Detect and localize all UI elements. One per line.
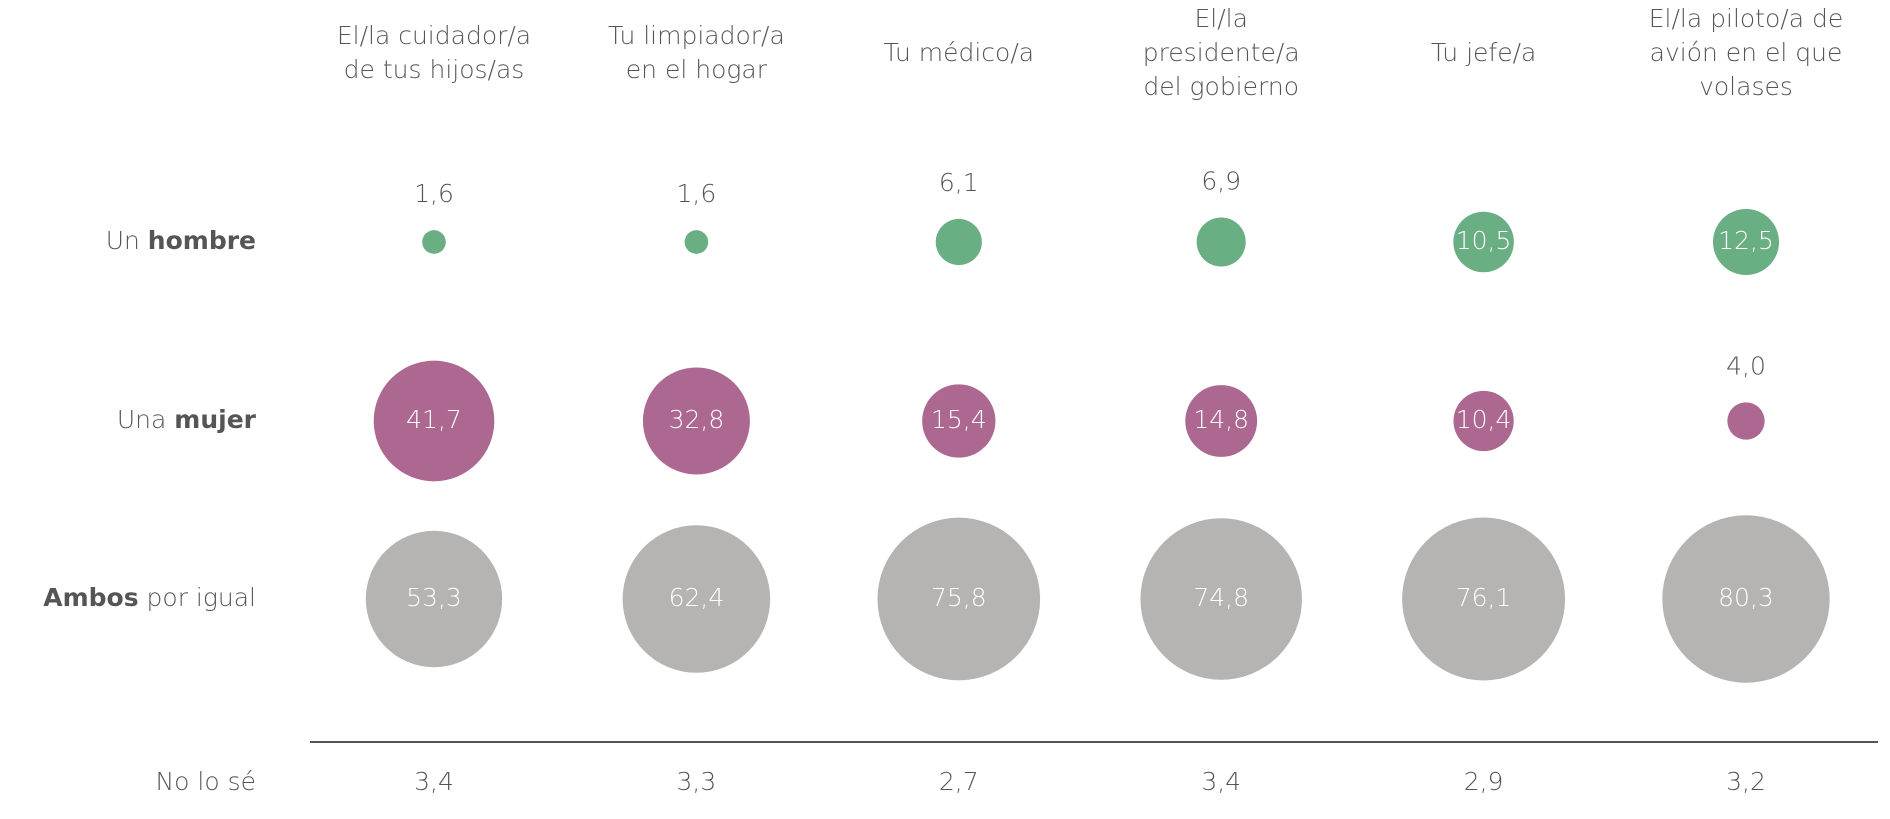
bubble xyxy=(1196,217,1246,267)
no-lo-se-value: 2,7 xyxy=(939,767,979,796)
bubble xyxy=(1402,517,1566,681)
value-label: 76,1 xyxy=(1456,583,1512,612)
row-label: Una mujer xyxy=(117,405,257,434)
value-label: 32,8 xyxy=(669,405,725,434)
column-header: volases xyxy=(1699,72,1793,101)
value-label: 1,6 xyxy=(414,179,454,208)
column-header: Tu jefe/a xyxy=(1431,38,1537,67)
bubble xyxy=(1140,518,1302,680)
no-lo-se-value: 3,3 xyxy=(677,767,717,796)
no-lo-se-value: 2,9 xyxy=(1464,767,1504,796)
row-label: Un hombre xyxy=(106,226,256,255)
bubble xyxy=(373,360,495,482)
value-label: 80,3 xyxy=(1718,583,1774,612)
bubble xyxy=(1453,390,1514,452)
value-label: 6,1 xyxy=(939,168,979,197)
bubble xyxy=(877,517,1041,681)
row-label-part: mujer xyxy=(174,405,256,434)
no-lo-se-value: 3,2 xyxy=(1726,767,1766,796)
row-label-part: Un xyxy=(106,226,140,255)
value-label: 4,0 xyxy=(1726,351,1766,380)
value-label: 62,4 xyxy=(669,583,725,612)
value-label: 12,5 xyxy=(1718,226,1774,255)
value-label: 14,8 xyxy=(1193,405,1249,434)
bubble xyxy=(1185,385,1258,457)
bubble xyxy=(422,230,446,254)
column-header: Tu médico/a xyxy=(883,38,1034,67)
bubble xyxy=(1712,208,1780,276)
value-label: 75,8 xyxy=(931,583,987,612)
column-header: de tus hijos/as xyxy=(344,55,525,84)
column-header: El/la xyxy=(1194,4,1247,33)
value-label: 74,8 xyxy=(1193,583,1249,612)
bubble xyxy=(922,384,996,458)
bubble xyxy=(684,230,709,254)
bubble xyxy=(622,525,771,673)
row-label-part: Una xyxy=(117,405,166,434)
bubble xyxy=(1727,402,1765,440)
no-lo-se-value: 3,4 xyxy=(414,767,454,796)
column-header: en el hogar xyxy=(626,55,768,84)
no-lo-se-value: 3,4 xyxy=(1201,767,1241,796)
row-label-part: No lo sé xyxy=(155,767,256,796)
row-label-part: Ambos xyxy=(43,583,138,612)
value-label: 10,5 xyxy=(1456,226,1512,255)
row-label: No lo sé xyxy=(155,767,256,796)
row-label-part: por igual xyxy=(147,583,256,612)
row-label-part: hombre xyxy=(148,226,256,255)
bubble xyxy=(1662,515,1830,683)
value-label: 10,4 xyxy=(1456,405,1512,434)
bubble xyxy=(642,367,750,475)
bubble xyxy=(935,218,982,266)
value-label: 53,3 xyxy=(406,583,462,612)
column-header: presidente/a xyxy=(1143,38,1300,67)
bubble xyxy=(1453,211,1514,273)
column-header: El/la cuidador/a xyxy=(337,21,531,50)
value-label: 15,4 xyxy=(931,405,987,434)
column-header: avión en el que xyxy=(1650,38,1843,67)
column-header: del gobierno xyxy=(1143,72,1299,101)
row-label: Ambos por igual xyxy=(43,583,256,612)
value-label: 41,7 xyxy=(406,405,462,434)
value-label: 1,6 xyxy=(677,179,717,208)
value-label: 6,9 xyxy=(1201,166,1241,195)
bubble xyxy=(365,530,503,668)
column-header: Tu limpiador/a xyxy=(608,21,785,50)
column-header: El/la piloto/a de xyxy=(1649,4,1843,33)
